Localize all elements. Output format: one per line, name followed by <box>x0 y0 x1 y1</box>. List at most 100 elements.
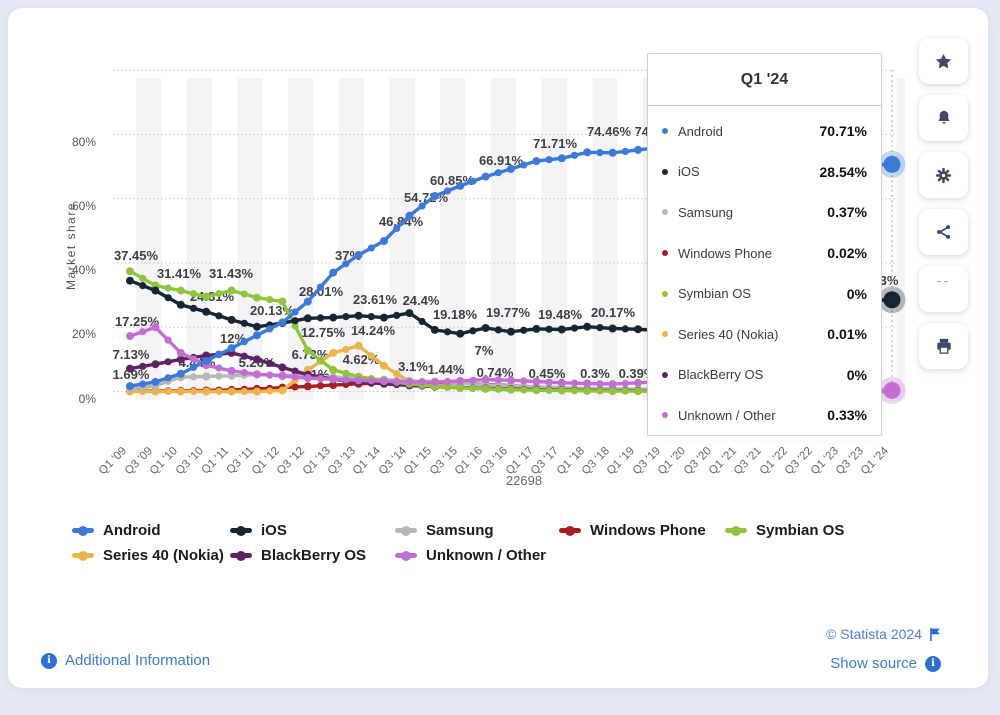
x-tick-label: Q3 '15 <box>427 445 460 478</box>
point-value-label: 19.48% <box>537 307 583 322</box>
copyright-notice: © Statista 2024 <box>826 626 941 642</box>
legend-item[interactable]: iOS <box>230 522 395 539</box>
tooltip-row: BlackBerry OS 0% <box>662 355 867 396</box>
tooltip-series-label: Android <box>678 123 723 139</box>
legend-marker-icon <box>72 553 94 558</box>
tooltip-series-value: 0% <box>846 366 867 383</box>
legend-marker-icon <box>72 528 94 533</box>
tooltip-series-value: 0.01% <box>827 326 867 343</box>
tooltip-series-bullet <box>662 412 668 419</box>
tooltip-row: Samsung 0.37% <box>662 192 867 233</box>
point-value-label: 6.73% <box>291 347 329 362</box>
tooltip-series-value: 70.71% <box>819 123 867 140</box>
show-source-link[interactable]: Show source i <box>830 655 941 672</box>
x-tick-label: Q3 '11 <box>224 445 257 477</box>
y-tick-label: 80% <box>71 134 96 149</box>
settings-button[interactable] <box>919 152 968 198</box>
print-icon <box>936 338 951 354</box>
point-value-label: 24.81% <box>189 289 235 304</box>
x-tick-label: Q1 '21 <box>706 445 740 478</box>
legend-label: Unknown / Other <box>426 547 546 564</box>
legend-label: iOS <box>261 522 287 539</box>
point-value-label: 19.18% <box>432 307 478 322</box>
x-tick-label: Q3 '12 <box>275 445 308 478</box>
legend-item[interactable]: Windows Phone <box>559 522 725 539</box>
legend-label: Symbian OS <box>756 522 845 539</box>
x-tick-label: Q1 '11 <box>199 445 232 477</box>
legend-item[interactable]: Series 40 (Nokia) <box>72 547 230 564</box>
additional-information-link[interactable]: i Additional Information <box>41 652 210 669</box>
point-value-label: 1.69% <box>112 367 150 382</box>
point-value-label: 74.46% <box>586 124 632 139</box>
tooltip-series-bullet <box>662 209 668 216</box>
point-value-label: 0.71% <box>292 367 330 382</box>
point-value-label: 17.25% <box>114 314 160 329</box>
point-value-label: 71.71% <box>532 136 578 151</box>
y-tick-label: 60% <box>71 198 96 213</box>
legend-marker-icon <box>395 528 417 533</box>
tooltip-series-label: iOS <box>678 164 700 180</box>
tooltip-series-label: Unknown / Other <box>678 407 776 423</box>
tooltip-row: Symbian OS 0% <box>662 273 867 314</box>
tooltip-series-bullet <box>662 290 668 297</box>
bell-icon <box>938 110 949 124</box>
tooltip-series-bullet <box>662 168 668 175</box>
point-value-label: 4.62% <box>342 352 380 367</box>
legend-item[interactable]: Unknown / Other <box>395 547 559 564</box>
cite-button[interactable]: “ <box>919 266 968 312</box>
x-tick-label: Q3 '23 <box>833 445 867 478</box>
favorite-button[interactable] <box>919 38 968 84</box>
point-value-label: 28.01% <box>298 284 344 299</box>
legend-label: Samsung <box>426 522 494 539</box>
point-value-label: 31.43% <box>208 266 254 281</box>
flag-icon <box>930 627 940 641</box>
x-tick-label: Q1 '24 <box>859 445 892 478</box>
tooltip-series-label: Series 40 (Nokia) <box>678 326 779 342</box>
point-value-label: 31.41% <box>156 266 202 281</box>
point-value-label: 4.44% <box>178 355 216 370</box>
legend-item[interactable]: Android <box>72 522 230 539</box>
y-tick-label: 20% <box>71 327 96 342</box>
point-value-label: 20.17% <box>590 305 636 320</box>
tooltip-series-value: 0.33% <box>827 407 867 424</box>
copyright-text: © Statista 2024 <box>826 626 922 642</box>
y-tick-label: 0% <box>78 391 96 406</box>
gear-icon <box>935 167 952 183</box>
point-value-label: 0.45% <box>528 366 566 381</box>
chart-id: 22698 <box>505 473 543 488</box>
point-value-label: 20.13% <box>249 303 295 318</box>
point-value-label: 5.26% <box>238 355 276 370</box>
tooltip-series-label: BlackBerry OS <box>678 367 764 383</box>
point-value-label: 12.75% <box>300 325 346 340</box>
x-tick-label: Q3 '19 <box>630 445 663 478</box>
legend-marker-icon <box>725 528 747 533</box>
x-tick-label: Q3 '14 <box>376 445 409 478</box>
tooltip-rows: Android 70.71% iOS 28.54% Samsung 0.37% Window… <box>648 106 881 441</box>
star-icon <box>935 53 952 68</box>
point-value-label: 0.3% <box>580 366 610 381</box>
legend-item[interactable]: Samsung <box>395 522 559 539</box>
point-value-label: 46.84% <box>378 214 424 229</box>
point-value-label: 19.77% <box>485 305 531 320</box>
share-button[interactable] <box>919 209 968 255</box>
x-tick-label: Q1 '09 <box>97 445 130 478</box>
info-icon: i <box>925 655 941 672</box>
print-button[interactable] <box>919 323 968 369</box>
x-tick-label: Q1 '22 <box>757 445 790 478</box>
alerts-button[interactable] <box>919 95 968 141</box>
tooltip: Q1 '24 Android 70.71% iOS 28.54% Samsung 0.37… <box>647 53 882 436</box>
tooltip-series-bullet <box>662 250 668 257</box>
legend-label: Series 40 (Nokia) <box>103 547 224 564</box>
x-tick-label: Q3 '13 <box>325 445 359 478</box>
x-tick-label: Q1 '14 <box>351 445 384 478</box>
x-tick-label: Q1 '12 <box>249 445 282 478</box>
x-tick-label: Q1 '23 <box>808 445 841 478</box>
legend-label: BlackBerry OS <box>261 547 367 564</box>
legend-item[interactable]: Symbian OS <box>725 522 952 539</box>
point-value-label: 14.24% <box>350 323 396 338</box>
tooltip-title: Q1 '24 <box>648 54 881 106</box>
point-value-label: 37% <box>334 248 362 263</box>
tooltip-row: iOS 28.54% <box>662 152 867 193</box>
legend-item[interactable]: BlackBerry OS <box>230 547 395 564</box>
tooltip-series-label: Symbian OS <box>678 286 751 302</box>
